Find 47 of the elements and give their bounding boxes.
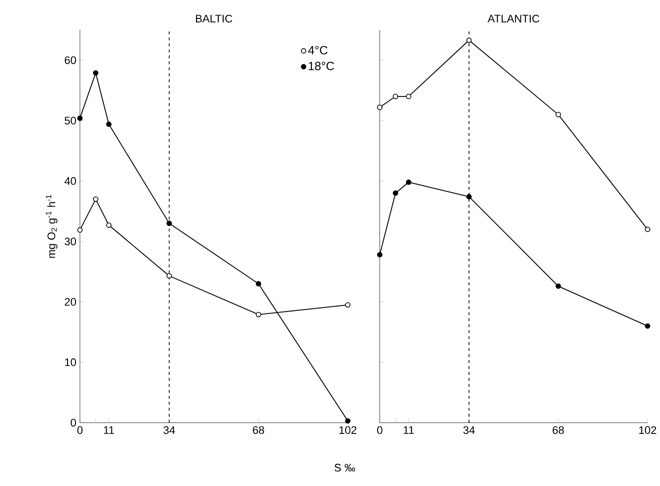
point	[556, 284, 561, 290]
point	[256, 281, 262, 287]
x-tick-label: 0	[77, 426, 83, 434]
point	[345, 302, 350, 308]
x-axis-title: S ‰	[334, 464, 356, 472]
point	[106, 222, 112, 228]
x-tick-label: 68	[552, 426, 564, 434]
chart-title: ATLANTIC	[488, 14, 540, 23]
y-tick-label: 10	[65, 358, 76, 366]
point	[77, 227, 83, 233]
point	[466, 194, 472, 200]
x-tick-label: 11	[104, 426, 114, 434]
legend-label: 4°C	[308, 46, 328, 55]
chart-title: BALTIC	[196, 14, 232, 23]
y-tick-label: 20	[64, 298, 76, 306]
point	[93, 70, 98, 76]
x-tick-label: 0	[377, 426, 382, 434]
point	[106, 122, 112, 128]
point	[392, 190, 398, 196]
point	[644, 324, 650, 329]
x-tick-label: 34	[164, 426, 175, 434]
point	[166, 220, 172, 226]
x-tick-label: 34	[463, 426, 475, 434]
x-tick-label: 68	[252, 426, 264, 434]
point	[644, 226, 650, 232]
point	[556, 112, 561, 118]
point	[406, 94, 412, 100]
y-tick-label: 40	[64, 177, 76, 186]
point	[406, 180, 412, 186]
point	[256, 312, 262, 318]
y-tick-label: 30	[64, 238, 76, 246]
point	[377, 252, 382, 258]
y-tick-label: 60	[64, 56, 76, 64]
point	[166, 273, 172, 279]
point	[345, 418, 350, 424]
point	[392, 94, 398, 100]
y-tick-label: 0	[70, 419, 76, 427]
point	[466, 38, 472, 44]
x-tick-label: 102	[639, 426, 656, 434]
x-tick-label: 102	[339, 426, 356, 434]
x-tick-label: 11	[404, 426, 414, 434]
y-axis-title: mg O$_{2}$ g$^{-1}$ h$^{-1}$	[46, 195, 58, 258]
legend-label: 18°C	[308, 62, 334, 70]
y-tick-label: 50	[64, 116, 76, 125]
point	[377, 104, 382, 110]
point	[93, 196, 98, 202]
point	[77, 116, 83, 122]
